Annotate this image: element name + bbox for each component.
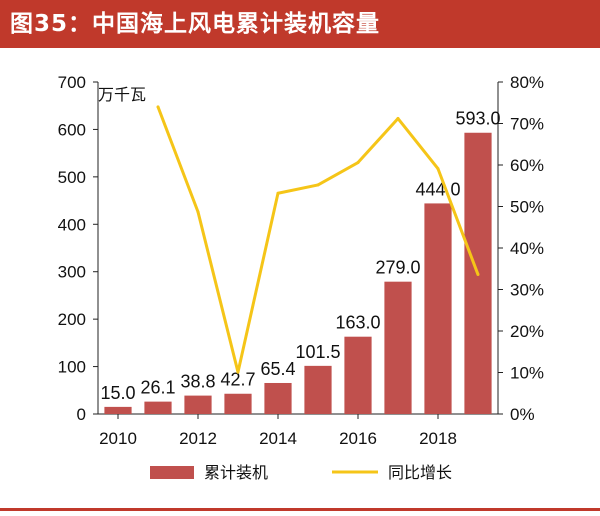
- y-left-tick-label: 500: [58, 168, 86, 187]
- legend-bar-label: 累计装机: [204, 463, 268, 482]
- unit-label: 万千瓦: [98, 85, 146, 104]
- y-left-tick-label: 400: [58, 215, 86, 234]
- bar-label-2016: 163.0: [335, 313, 380, 333]
- y-right-tick-label: 10%: [510, 364, 544, 383]
- x-tick-label: 2010: [99, 429, 137, 448]
- growth-point-2019: [476, 273, 480, 277]
- bar-label-2013: 42.7: [220, 370, 255, 390]
- growth-point-2013: [236, 370, 240, 374]
- bar-2013: [224, 393, 252, 414]
- x-tick-label: 2018: [419, 429, 457, 448]
- bar-label-2012: 38.8: [180, 372, 215, 392]
- bar-2011: [144, 401, 172, 414]
- bar-2017: [384, 281, 412, 414]
- figure-title: 图35：中国海上风电累计装机容量: [0, 0, 600, 48]
- y-left-tick-label: 300: [58, 263, 86, 282]
- x-tick-label: 2012: [179, 429, 217, 448]
- bar-2015: [304, 365, 332, 414]
- bar-label-2019: 593.0: [455, 109, 500, 129]
- legend: 累计装机 同比增长: [150, 463, 452, 482]
- y-left-tick-label: 700: [58, 73, 86, 92]
- bar-label-2015: 101.5: [295, 342, 340, 362]
- y-left-tick-label: 600: [58, 120, 86, 139]
- y-right-tick-label: 0%: [510, 405, 535, 424]
- growth-point-2016: [356, 161, 360, 165]
- y-right-tick-label: 70%: [510, 115, 544, 134]
- bar-label-2017: 279.0: [375, 258, 420, 278]
- x-tick-label: 2016: [339, 429, 377, 448]
- y-right-tick-label: 80%: [510, 73, 544, 92]
- x-tick-label: 2014: [259, 429, 297, 448]
- growth-point-2012: [196, 210, 200, 214]
- bar-series: [104, 132, 492, 414]
- chart-axes: 0 100 200 300 400 500 600 700 0% 10% 20% 30% 40% 50% 6…: [58, 73, 544, 448]
- y-right-tick-label: 30%: [510, 281, 544, 300]
- bar-label-2018: 444.0: [415, 179, 460, 199]
- y-left-tick-label: 100: [58, 358, 86, 377]
- y-left-tick-label: 0: [77, 405, 86, 424]
- growth-point-2015: [316, 183, 320, 187]
- y-right-tick-label: 20%: [510, 322, 544, 341]
- growth-line-series: [156, 105, 480, 374]
- bar-2016: [344, 336, 372, 414]
- bar-2012: [184, 395, 212, 414]
- y-right-tick-label: 60%: [510, 156, 544, 175]
- legend-bar-swatch: [150, 466, 194, 479]
- bar-label-2010: 15.0: [100, 383, 135, 403]
- legend-line-label: 同比增长: [388, 463, 452, 482]
- growth-point-2018: [436, 167, 440, 171]
- growth-point-2011: [156, 105, 160, 109]
- y-left-tick-label: 200: [58, 310, 86, 329]
- bar-2018: [424, 203, 452, 414]
- growth-point-2014: [276, 191, 280, 195]
- bar-2010: [104, 406, 132, 414]
- growth-point-2017: [396, 117, 400, 121]
- y-right-tick-label: 40%: [510, 239, 544, 258]
- bar-label-2011: 26.1: [140, 378, 175, 398]
- bar-2014: [264, 382, 292, 414]
- y-right-tick-label: 50%: [510, 198, 544, 217]
- bar-label-2014: 65.4: [260, 359, 295, 379]
- bottom-rule: [0, 508, 600, 511]
